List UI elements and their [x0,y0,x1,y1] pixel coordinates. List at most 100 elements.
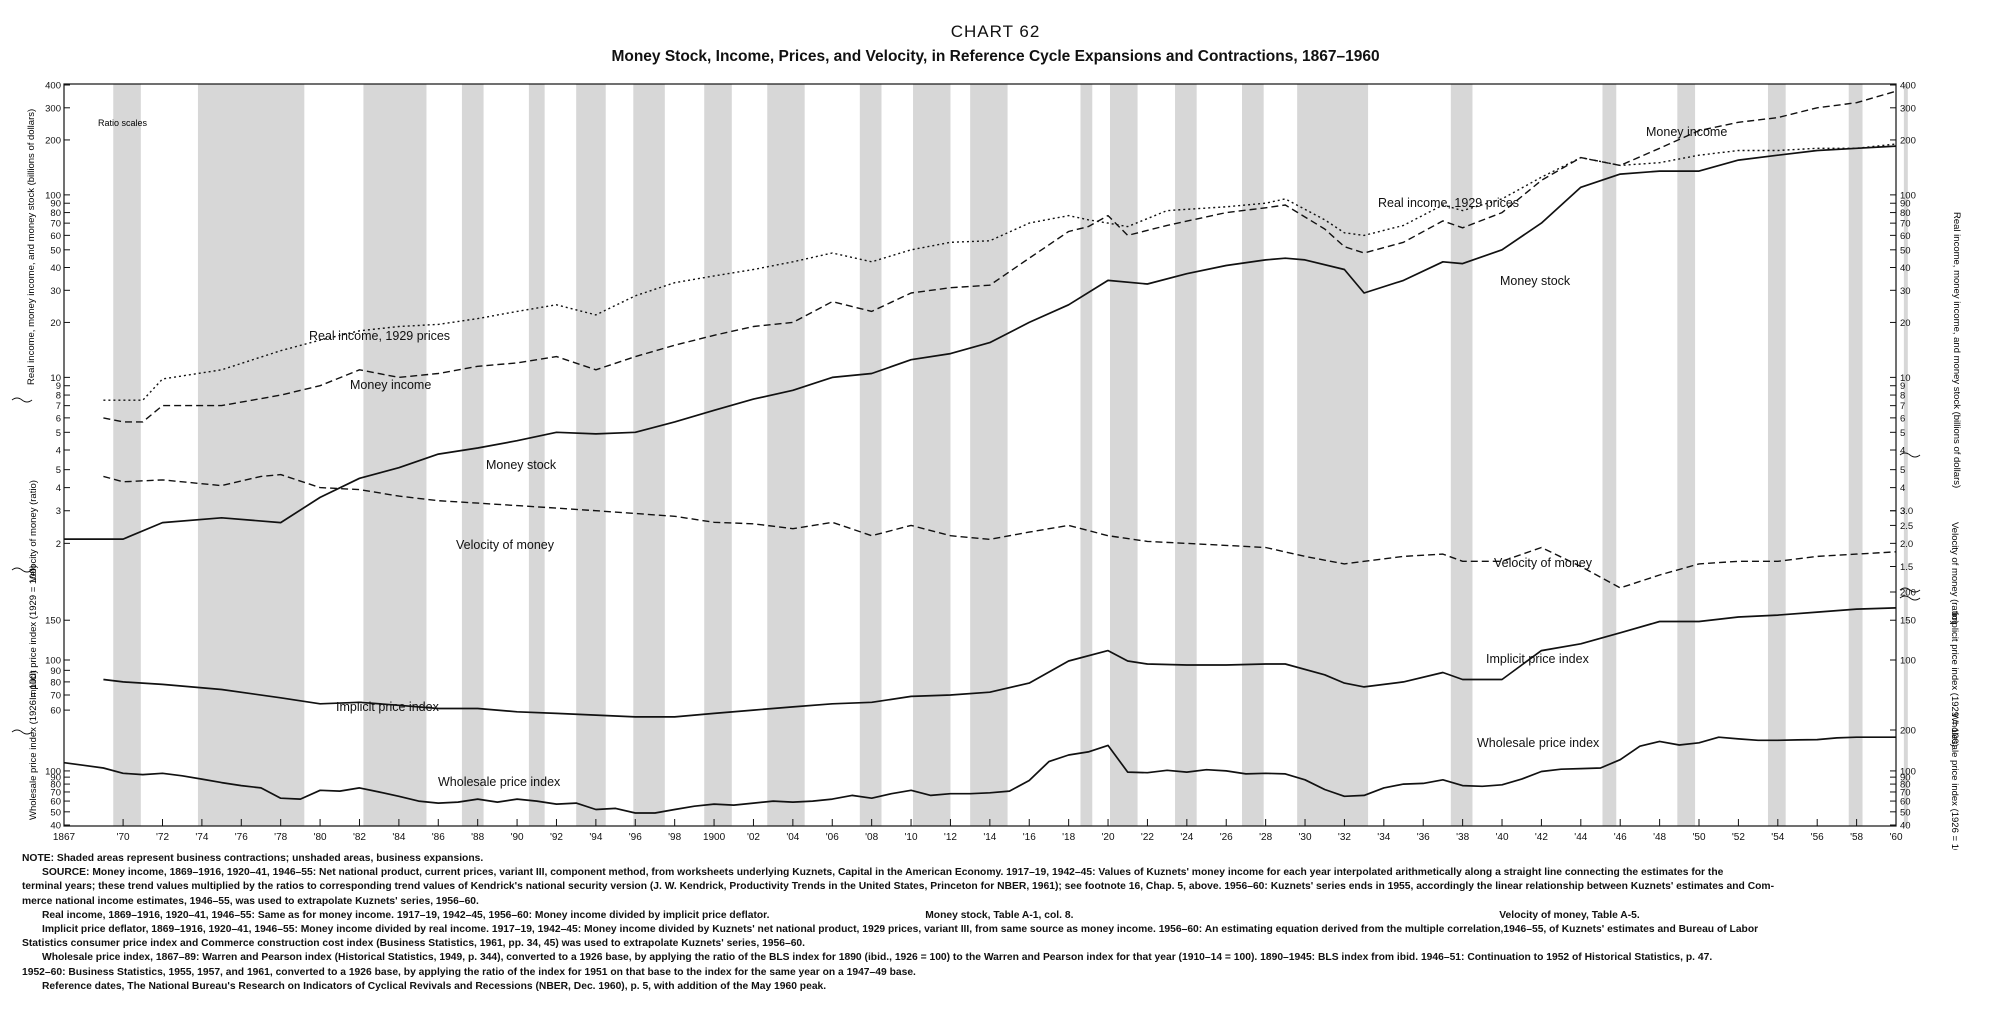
x-tick-label: '80 [314,832,327,843]
x-tick-label: '12 [944,832,957,843]
y-tick-label-left: 300 [45,103,61,114]
contraction-band [1677,84,1696,826]
y-tick-label-left: 100 [45,190,61,201]
series-label: Wholesale price index [1477,736,1600,750]
y-tick-label-left: 80 [50,208,61,219]
y-tick-label-left: 50 [50,245,61,256]
note-velocity: Velocity of money, Table A-5. [1499,909,1640,921]
y-tick-label-right: 200 [1900,726,1916,737]
y-tick-label-right: 6 [1900,413,1905,424]
series-label: Real income, 1929 prices [309,329,450,343]
x-tick-label: 1900 [703,832,726,843]
x-tick-label: '04 [786,832,799,843]
contraction-band [1848,84,1863,826]
y-tick-label-left: 5 [56,465,61,476]
y-tick-label-left: 70 [50,219,61,230]
contraction-band [859,84,882,826]
contraction-band [704,84,732,826]
y-tick-label-left: 60 [50,797,61,808]
note-source-2: terminal years; these trend values multi… [22,881,1774,893]
right-axis-title-implicit: Implicit price index (1929 = 100) [1949,612,1960,747]
contraction-band [461,84,484,826]
x-tick-label: '32 [1338,832,1351,843]
y-tick-label-right: 4 [1900,483,1905,494]
y-tick-label-right: 80 [1900,208,1911,219]
x-tick-label: '22 [1141,832,1154,843]
x-tick-label: '90 [511,832,524,843]
x-tick-label: '86 [432,832,445,843]
y-tick-label-left: 70 [50,787,61,798]
axis-break-mark [1899,595,1921,601]
y-tick-label-left: 150 [45,616,61,627]
x-tick-label: '82 [353,832,366,843]
note-money-stock: Money stock, Table A-1, col. 8. [925,909,1074,921]
y-tick-label-right: 5 [1900,465,1905,476]
y-tick-label-right: 20 [1900,318,1911,329]
y-tick-label-right: 100 [1900,656,1916,667]
contraction-band [363,84,427,826]
y-tick-label-left: 5 [56,428,61,439]
x-tick-label: '14 [983,832,996,843]
y-tick-label-left: 60 [50,706,61,717]
contraction-band [1241,84,1264,826]
y-tick-label-right: 40 [1900,263,1911,274]
y-tick-label-right: 100 [1900,190,1916,201]
y-tick-label-right: 8 [1900,391,1905,402]
x-tick-label: '56 [1811,832,1824,843]
series-label: Implicit price index [336,700,440,714]
y-tick-label-right: 1.5 [1900,562,1913,573]
series-label: Money income [1646,125,1727,139]
x-tick-label: '18 [1062,832,1075,843]
x-tick-label: '26 [1220,832,1233,843]
x-tick-label: '38 [1456,832,1469,843]
left-axis-title-top: Real income, money income, and money sto… [26,109,37,385]
y-tick-label-right: 100 [1900,766,1916,777]
x-tick-label: '60 [1889,832,1902,843]
contraction-band [1767,84,1786,826]
axis-break-mark [1899,452,1921,458]
x-tick-label: '30 [1299,832,1312,843]
plot-frame [63,83,1897,827]
right-axis-title-velocity: Velocity of money (ratio) [1949,522,1960,624]
series-label: Money income [350,378,431,392]
y-tick-label-right: 70 [1900,787,1911,798]
axis-break-mark [1899,587,1921,593]
x-tick-label: '20 [1102,832,1115,843]
contraction-shading [113,84,1908,826]
contraction-band [1080,84,1093,826]
y-tick-label-left: 9 [56,381,61,392]
y-tick-label-left: 10 [50,373,61,384]
y-tick-label-left: 40 [50,263,61,274]
x-tick-label: '84 [392,832,405,843]
x-tick-label: '50 [1692,832,1705,843]
y-tick-label-right: 2.0 [1900,539,1913,550]
left-axis-title-wholesale: Wholesale price index (1926 = 100) [28,670,39,820]
right-axis-title-top: Real income, money income, and money sto… [1951,212,1962,488]
series-line [103,607,1897,718]
x-tick-label: '94 [589,832,602,843]
y-tick-label-right: 50 [1900,245,1911,256]
contraction-band [528,84,545,826]
note-reference: Reference dates, The National Bureau's R… [42,980,827,992]
contraction-band [1297,84,1369,826]
contraction-band [113,84,141,826]
y-tick-label-left: 7 [56,401,61,412]
chart-title: Money Stock, Income, Prices, and Velocit… [611,48,1380,65]
y-tick-label-left: 30 [50,286,61,297]
left-axis-title-implicit: Implicit price index (1929 = 100) [28,565,39,700]
series-label: Real income, 1929 prices [1378,196,1519,210]
right-axis-title-wholesale: Wholesale price index (1926 = 100) [1949,713,1960,850]
y-tick-label-right: 5 [1900,428,1905,439]
contraction-band [197,84,305,826]
x-tick-label: '52 [1732,832,1745,843]
y-tick-label-right: 80 [1900,780,1911,791]
y-tick-label-right: 200 [1900,135,1916,146]
contraction-band [913,84,951,826]
y-tick-label-left: 80 [50,780,61,791]
series-line [64,145,1897,540]
contraction-band [633,84,665,826]
axis-break-mark [11,397,33,403]
y-tick-label-left: 3 [56,506,61,517]
x-tick-label: '92 [550,832,563,843]
x-tick-label: '28 [1259,832,1272,843]
